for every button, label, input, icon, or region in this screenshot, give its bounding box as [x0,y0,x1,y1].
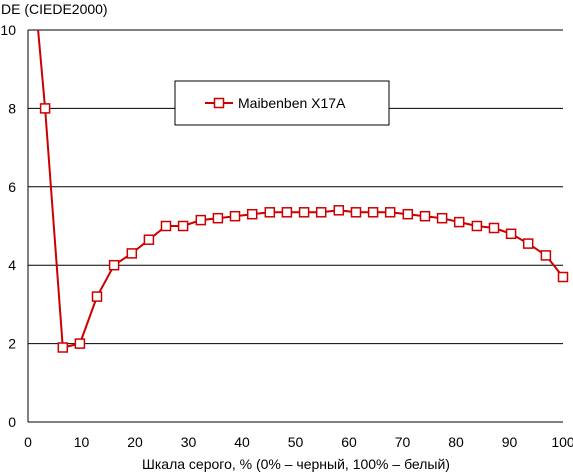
y-tick-label: 8 [8,100,16,116]
data-point [402,208,414,220]
x-tick-label: 10 [74,434,90,450]
x-axis-title: Шкала серого, % (0% – черный, 100% – бел… [142,456,450,472]
data-point [39,103,51,114]
x-tick-label: 70 [395,434,411,450]
y-tick-label: 0 [8,414,16,430]
y-tick-label: 4 [8,257,16,273]
data-point [367,207,379,218]
data-point [91,291,103,302]
data-point [505,228,517,240]
y-tick-labels: 0 2 4 6 8 10 [0,22,16,430]
data-point [143,234,155,245]
y-tick-label: 6 [8,179,16,195]
y-tick-label: 10 [0,22,16,38]
data-point [384,207,396,218]
y-axis-title: DE (CIEDE2000) [1,1,108,17]
data-point [298,207,310,218]
data-point [315,207,327,218]
series-line [37,30,564,349]
data-point [160,220,172,232]
data-point [540,250,552,261]
data-point [522,238,534,249]
data-point [57,342,69,353]
x-tick-label: 40 [234,434,250,450]
data-point [264,207,276,218]
data-point [436,212,448,224]
x-tick-label: 90 [502,434,518,450]
x-tick-label: 50 [288,434,304,450]
x-tick-label: 100 [551,434,573,450]
data-point [126,248,138,259]
x-tick-label: 60 [341,434,357,450]
marker-group [39,103,569,353]
data-point [212,212,224,224]
axes [27,30,563,423]
x-tick-label: 80 [448,434,464,450]
x-tick-labels: 0 10 20 30 40 50 60 70 80 90 100 [24,434,573,450]
data-point [281,207,293,218]
legend: Maibenben X17A [174,80,390,126]
data-point [557,271,569,283]
y-tick-label: 2 [8,336,16,352]
data-point [74,338,86,349]
data-point [108,259,120,271]
grid-lines [28,29,563,345]
data-point [195,214,207,226]
data-point [350,207,362,218]
x-tick-label: 0 [24,434,32,450]
data-point [333,205,345,216]
data-point [229,210,241,222]
data-point [419,210,431,222]
data-point [471,220,483,232]
data-point [177,220,189,232]
data-point [246,208,258,220]
x-tick-label: 30 [181,434,197,450]
data-point [488,222,500,234]
data-point [453,216,465,228]
x-tick-label: 20 [127,434,143,450]
legend-label: Maibenben X17A [238,95,346,111]
series-group [37,30,564,349]
legend-marker [213,97,225,109]
